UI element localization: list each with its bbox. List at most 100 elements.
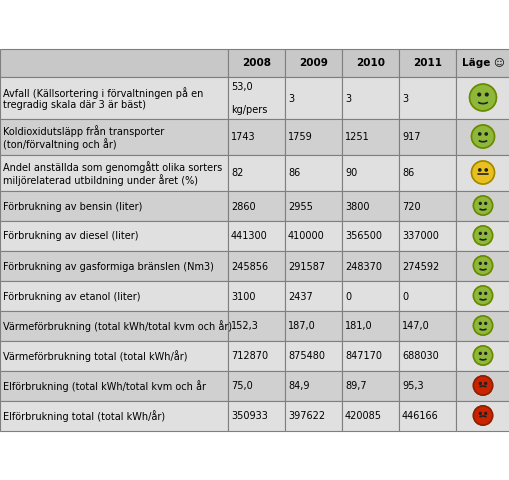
Bar: [285, 49, 342, 77]
Bar: [398, 311, 455, 341]
Text: Värmeförbrukning total (total kWh/år): Värmeförbrukning total (total kWh/år): [3, 350, 187, 362]
Text: 3: 3: [288, 93, 294, 103]
Bar: [455, 281, 509, 311]
Circle shape: [484, 263, 486, 265]
Text: 1759: 1759: [288, 132, 312, 142]
Bar: [228, 119, 285, 155]
Bar: [398, 49, 455, 77]
Text: 2010: 2010: [355, 59, 384, 68]
Circle shape: [472, 256, 492, 276]
Bar: [228, 49, 285, 77]
Circle shape: [484, 233, 486, 235]
Bar: [228, 311, 285, 341]
Bar: [285, 341, 342, 371]
Bar: [342, 371, 398, 401]
Circle shape: [477, 94, 479, 96]
Text: Förbrukning av etanol (liter): Förbrukning av etanol (liter): [3, 291, 140, 301]
Circle shape: [472, 376, 492, 395]
Text: Värmeförbrukning (total kWh/total kvm och år): Värmeförbrukning (total kWh/total kvm oc…: [3, 320, 232, 332]
Circle shape: [484, 203, 486, 205]
Bar: [0, 401, 228, 431]
Text: 446166: 446166: [401, 411, 438, 420]
Text: 2955: 2955: [288, 201, 312, 211]
Bar: [0, 49, 228, 77]
Bar: [0, 281, 228, 311]
Bar: [398, 77, 455, 119]
Text: 688030: 688030: [401, 351, 438, 361]
Text: 53,0

kg/pers: 53,0 kg/pers: [231, 82, 267, 115]
Text: 875480: 875480: [288, 351, 324, 361]
Text: 2008: 2008: [242, 59, 270, 68]
Text: 95,3: 95,3: [401, 381, 423, 391]
Bar: [342, 281, 398, 311]
Bar: [228, 371, 285, 401]
Circle shape: [472, 346, 492, 365]
Text: 0: 0: [401, 291, 407, 301]
Circle shape: [469, 85, 495, 112]
Text: 245856: 245856: [231, 261, 268, 271]
Bar: [398, 341, 455, 371]
Bar: [228, 401, 285, 431]
Bar: [398, 371, 455, 401]
Text: 147,0: 147,0: [401, 321, 429, 331]
Bar: [398, 155, 455, 191]
Bar: [285, 401, 342, 431]
Text: 84,9: 84,9: [288, 381, 309, 391]
Text: 397622: 397622: [288, 411, 325, 420]
Circle shape: [478, 413, 480, 415]
Bar: [342, 191, 398, 221]
Circle shape: [478, 323, 480, 324]
Text: 82: 82: [231, 168, 243, 178]
Text: 3: 3: [344, 93, 350, 103]
Bar: [0, 341, 228, 371]
Bar: [455, 221, 509, 251]
Text: 248370: 248370: [344, 261, 381, 271]
Bar: [0, 77, 228, 119]
Circle shape: [477, 169, 480, 172]
Bar: [342, 77, 398, 119]
Bar: [228, 155, 285, 191]
Text: Elförbrukning (total kWh/total kvm och år: Elförbrukning (total kWh/total kvm och å…: [3, 380, 206, 392]
Text: Förbrukning av bensin (liter): Förbrukning av bensin (liter): [3, 201, 142, 211]
Circle shape: [478, 293, 480, 295]
Bar: [228, 341, 285, 371]
Bar: [455, 251, 509, 281]
Text: 2860: 2860: [231, 201, 255, 211]
Bar: [285, 77, 342, 119]
Text: Förbrukning av gasformiga bränslen (Nm3): Förbrukning av gasformiga bränslen (Nm3): [3, 261, 213, 271]
Text: 410000: 410000: [288, 231, 324, 241]
Text: 1743: 1743: [231, 132, 255, 142]
Text: Andel anställda som genomgått olika sorters
miljörelaterad utbildning under året: Andel anställda som genomgått olika sort…: [3, 160, 222, 186]
Circle shape: [478, 203, 480, 205]
Circle shape: [472, 316, 492, 336]
Text: 337000: 337000: [401, 231, 438, 241]
Bar: [0, 221, 228, 251]
Bar: [455, 191, 509, 221]
Bar: [342, 311, 398, 341]
Bar: [342, 251, 398, 281]
Bar: [0, 371, 228, 401]
Text: 712870: 712870: [231, 351, 268, 361]
Text: 3: 3: [401, 93, 407, 103]
Bar: [455, 371, 509, 401]
Circle shape: [484, 353, 486, 355]
Text: 356500: 356500: [344, 231, 381, 241]
Text: 0: 0: [344, 291, 350, 301]
Circle shape: [484, 133, 487, 136]
Text: 86: 86: [401, 168, 413, 178]
Circle shape: [472, 286, 492, 305]
Bar: [455, 155, 509, 191]
Circle shape: [478, 383, 480, 384]
Text: 350933: 350933: [231, 411, 267, 420]
Bar: [285, 281, 342, 311]
Bar: [455, 49, 509, 77]
Bar: [0, 119, 228, 155]
Circle shape: [470, 126, 494, 149]
Bar: [0, 155, 228, 191]
Bar: [285, 119, 342, 155]
Bar: [342, 119, 398, 155]
Text: 152,3: 152,3: [231, 321, 259, 331]
Text: 291587: 291587: [288, 261, 325, 271]
Bar: [342, 341, 398, 371]
Bar: [455, 401, 509, 431]
